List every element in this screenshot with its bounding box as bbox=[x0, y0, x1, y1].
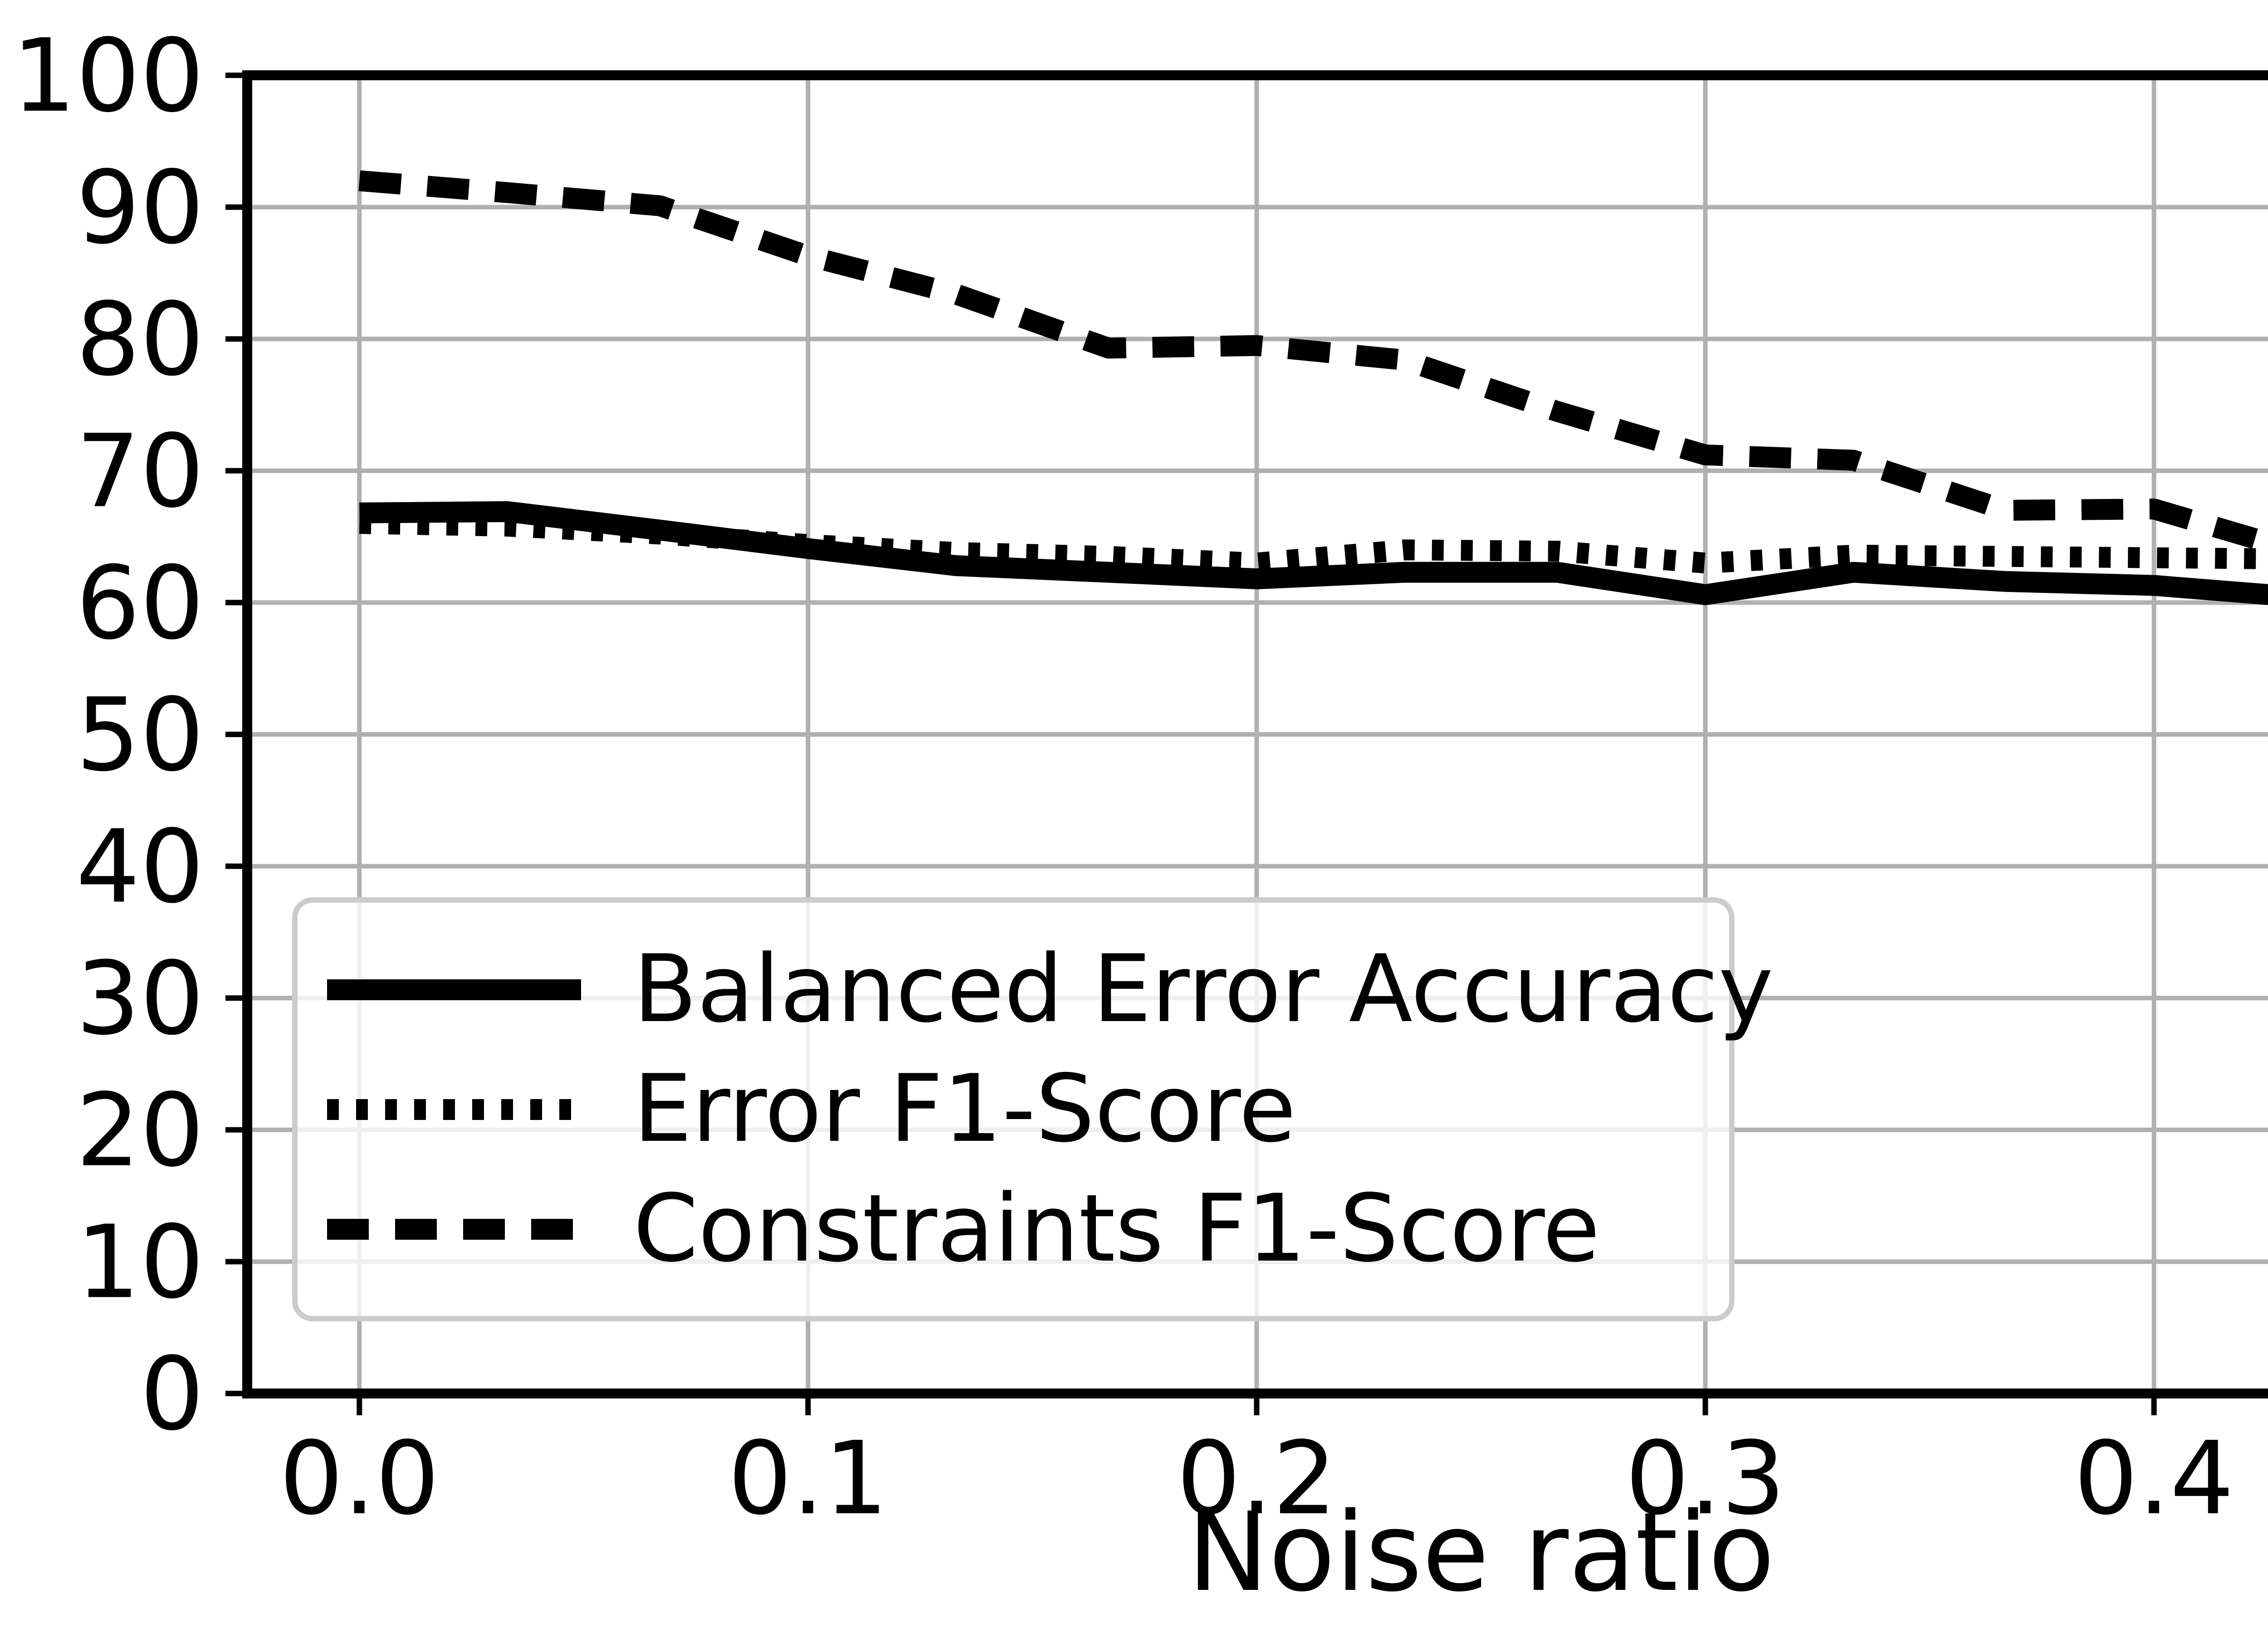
y-tick-label: 70 bbox=[76, 413, 205, 530]
x-tick-label: 0.3 bbox=[1625, 1420, 1785, 1537]
y-tick-label: 50 bbox=[76, 677, 205, 794]
y-tick-label: 0 bbox=[140, 1336, 204, 1453]
y-tick-label: 20 bbox=[76, 1072, 205, 1189]
legend-label: Balanced Error Accuracy bbox=[633, 935, 1774, 1043]
legend-box: Balanced Error Accuracy Error F1-Score C… bbox=[292, 897, 1774, 1321]
legend-label: Error F1-Score bbox=[633, 1055, 1296, 1163]
x-tick-label: 0.0 bbox=[279, 1420, 440, 1537]
x-tick-label: 0.1 bbox=[728, 1420, 888, 1537]
legend-row-balanced-error-accuracy: Balanced Error Accuracy bbox=[325, 943, 1774, 1036]
x-axis-title: Noise ratio bbox=[1187, 1489, 1774, 1616]
y-tick-label: 90 bbox=[76, 150, 205, 267]
axis-ticks bbox=[225, 73, 2157, 1415]
series-line-solid bbox=[359, 501, 2268, 605]
solid-line-sample-icon bbox=[327, 979, 581, 1000]
y-tick-label: 40 bbox=[76, 809, 205, 926]
legend-row-error-f1-score: Error F1-Score bbox=[325, 1063, 1711, 1156]
axis-tick-labels: 0.00.10.20.30.40.50102030405060708090100 bbox=[12, 18, 2234, 1537]
x-tick-label: 0.4 bbox=[2074, 1420, 2234, 1537]
y-tick-label: 100 bbox=[12, 18, 204, 135]
y-tick-label: 10 bbox=[76, 1204, 205, 1321]
y-tick-label: 30 bbox=[76, 940, 205, 1057]
y-tick-label: 80 bbox=[76, 281, 205, 398]
series-line-dashed bbox=[358, 170, 2268, 553]
legend-label: Constraints F1-Score bbox=[633, 1175, 1600, 1283]
y-tick-label: 60 bbox=[76, 545, 205, 662]
x-tick-label: 0.2 bbox=[1177, 1420, 1337, 1537]
dashed-line-sample-icon bbox=[327, 1218, 581, 1240]
data-series bbox=[358, 170, 2268, 605]
legend-row-constraints-f1-score: Constraints F1-Score bbox=[325, 1183, 1711, 1276]
dotted-line-sample-icon bbox=[327, 1099, 581, 1120]
